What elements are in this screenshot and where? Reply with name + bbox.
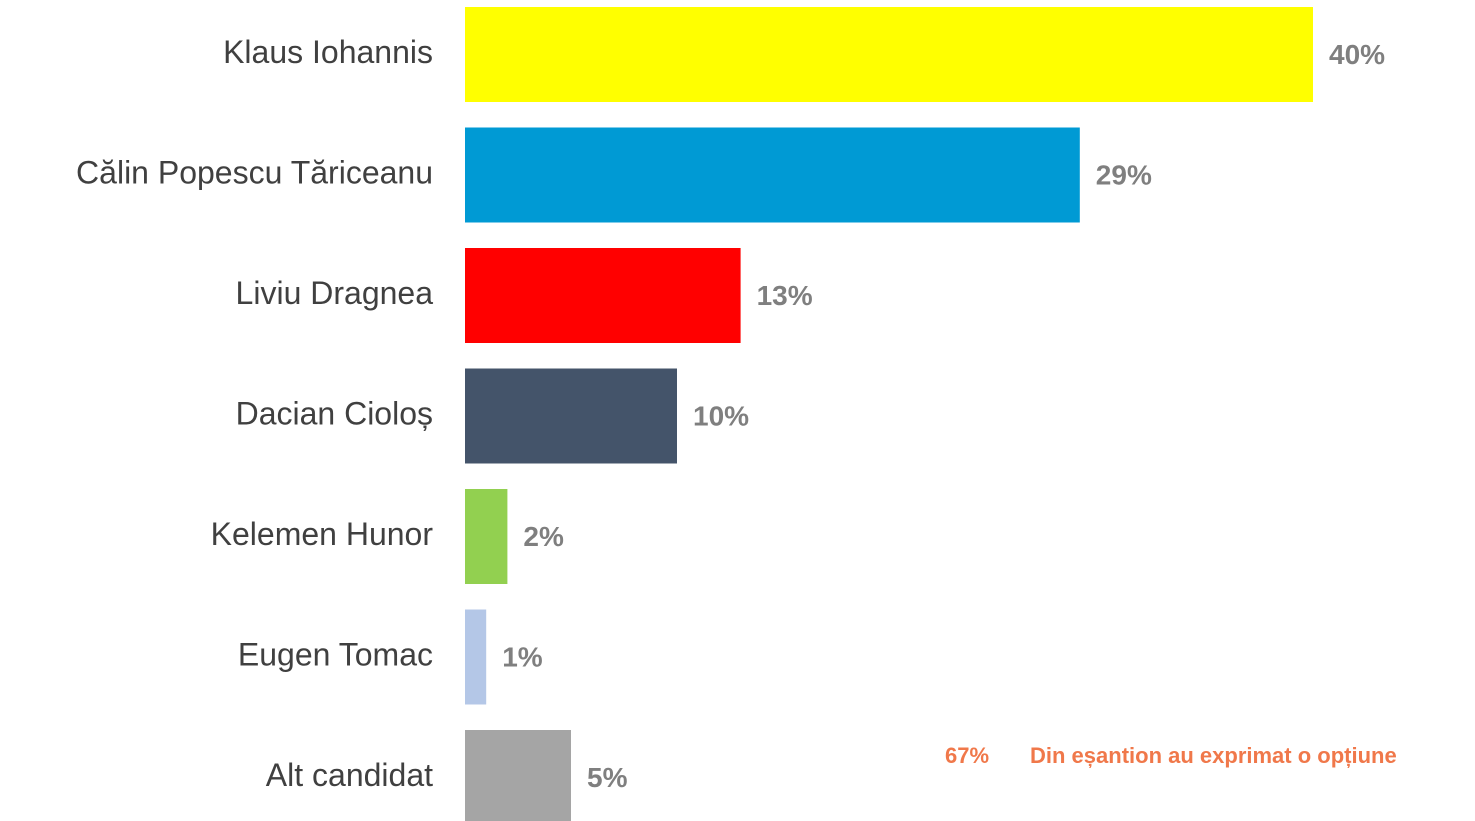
bar (465, 7, 1313, 102)
bar (465, 127, 1080, 223)
value-label: 1% (502, 641, 543, 672)
category-label: Kelemen Hunor (211, 516, 434, 552)
category-label: Liviu Dragnea (236, 275, 434, 311)
value-label: 2% (523, 521, 564, 552)
category-label: Eugen Tomac (238, 636, 433, 672)
bar (465, 730, 571, 821)
bar (465, 489, 508, 584)
category-label: Klaus Iohannis (223, 34, 433, 70)
bar (465, 248, 741, 343)
category-label: Călin Popescu Tăriceanu (76, 154, 433, 190)
annotation-text: Din eșantion au exprimat o opțiune (1030, 743, 1397, 768)
value-label: 13% (757, 280, 813, 311)
value-label: 29% (1096, 159, 1152, 190)
annotation-value: 67% (945, 743, 989, 768)
bar (465, 609, 487, 705)
category-label: Alt candidat (266, 757, 433, 793)
value-label: 5% (587, 762, 628, 793)
value-label: 10% (693, 400, 749, 431)
value-label: 40% (1329, 39, 1385, 70)
bar (465, 368, 677, 464)
category-label: Dacian Cioloș (236, 395, 433, 431)
